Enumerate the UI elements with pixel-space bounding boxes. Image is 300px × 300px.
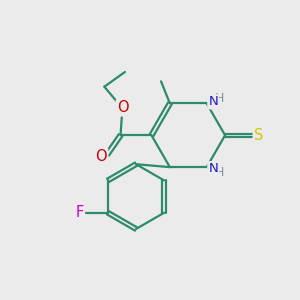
Text: N: N	[208, 95, 218, 108]
Text: N: N	[208, 162, 218, 175]
Text: H: H	[214, 92, 224, 105]
Text: O: O	[117, 100, 128, 116]
Text: F: F	[75, 205, 83, 220]
Text: H: H	[214, 166, 224, 179]
Text: O: O	[96, 149, 107, 164]
Text: S: S	[254, 128, 263, 143]
